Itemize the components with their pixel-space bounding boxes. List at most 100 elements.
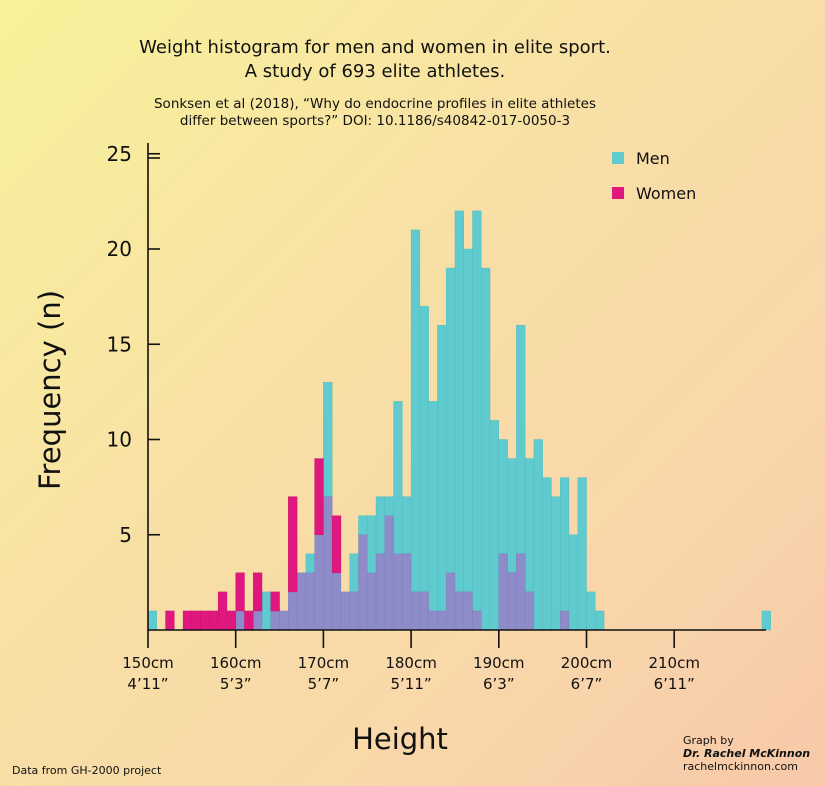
men-bar — [507, 458, 517, 574]
chart-title-line2: A study of 693 elite athletes. — [244, 61, 506, 82]
overlap-bar — [270, 610, 280, 631]
men-bar — [305, 553, 315, 574]
women-bar — [244, 610, 254, 631]
chart-subtitle-line1: Sonksen et al (2018), “Why do endocrine … — [153, 96, 596, 112]
women-bar — [314, 458, 324, 535]
men-bar — [375, 496, 385, 554]
x-tick-label: 150cm — [122, 654, 174, 672]
men-bar — [472, 210, 482, 612]
men-bar — [261, 591, 271, 631]
legend: Men Women — [612, 149, 696, 203]
overlap-bar — [340, 591, 350, 631]
women-bars — [165, 458, 342, 631]
men-bar — [419, 305, 429, 593]
men-bar — [358, 515, 368, 535]
women-bar — [253, 572, 263, 612]
x-tick-label-imperial: 6’3” — [483, 675, 515, 693]
overlap-bar — [288, 591, 298, 631]
overlap-bar — [402, 553, 412, 631]
men-bar — [489, 420, 499, 631]
men-bar — [568, 534, 578, 631]
men-bar — [410, 229, 421, 593]
men-bar — [761, 610, 771, 631]
overlap-bar — [428, 610, 438, 631]
men-bars — [147, 210, 771, 631]
x-tick-label: 190cm — [473, 654, 525, 672]
men-bar — [402, 496, 412, 554]
legend-label-women: Women — [636, 184, 696, 203]
x-tick-label: 170cm — [298, 654, 350, 672]
women-bar — [288, 496, 298, 593]
men-bar — [463, 248, 473, 593]
men-bar — [367, 515, 377, 574]
men-bar — [595, 610, 605, 631]
legend-swatch-men — [612, 152, 624, 164]
men-bar — [323, 382, 333, 497]
overlap-bar — [253, 610, 263, 631]
overlap-bar — [384, 515, 394, 631]
chart-title-line1: Weight histogram for men and women in el… — [139, 37, 611, 58]
men-bar — [498, 439, 508, 555]
overlap-bar — [367, 572, 377, 631]
x-axis-label: Height — [352, 722, 448, 756]
overlap-bar — [454, 591, 464, 631]
men-bar — [445, 267, 456, 574]
x-tick-label-imperial: 5’7” — [308, 675, 340, 693]
overlap-bar — [410, 591, 421, 631]
data-source-note: Data from GH-2000 project — [12, 764, 162, 777]
overlap-bar — [305, 572, 315, 631]
men-bar — [516, 325, 526, 555]
credit-line: Graph by — [683, 734, 734, 747]
overlap-bar — [375, 553, 385, 631]
x-tick-label: 210cm — [648, 654, 700, 672]
x-tick-label-imperial: 5’11” — [391, 675, 432, 693]
men-bar — [454, 210, 464, 593]
men-bar — [524, 458, 535, 593]
credit-block: Graph by Dr. Rachel McKinnon rachelmckin… — [683, 734, 810, 773]
y-axis-label: Frequency (n) — [33, 289, 67, 491]
chart-subtitle: Sonksen et al (2018), “Why do endocrine … — [80, 96, 670, 130]
women-bar — [331, 515, 342, 574]
men-bar — [437, 325, 447, 612]
women-bar — [226, 610, 236, 631]
legend-label-men: Men — [636, 149, 670, 168]
women-bar — [235, 572, 245, 612]
women-bar — [182, 610, 193, 631]
overlap-bar — [507, 572, 517, 631]
overlap-bar — [559, 610, 570, 631]
overlap-bar — [349, 591, 359, 631]
y-tick-label: 25 — [107, 142, 132, 166]
men-bar — [533, 439, 543, 631]
overlap-bar — [314, 534, 324, 631]
men-bar — [428, 401, 438, 612]
men-bar — [393, 401, 403, 554]
overlap-bar — [358, 534, 368, 631]
overlap-bar — [472, 610, 482, 631]
legend-swatch-women — [612, 187, 624, 199]
women-bar — [165, 610, 175, 631]
x-tick-label: 160cm — [210, 654, 262, 672]
y-tick-label: 20 — [107, 237, 132, 261]
overlap-bar — [393, 553, 403, 631]
women-bar — [191, 610, 201, 631]
men-bar — [559, 477, 570, 612]
x-tick-label-imperial: 4’11” — [127, 675, 168, 693]
chart-subtitle-line2: differ between sports?” DOI: 10.1186/s40… — [179, 113, 571, 129]
y-tick-label: 5 — [119, 523, 132, 547]
overlap-bar — [524, 591, 535, 631]
x-tick-label-imperial: 5’3” — [220, 675, 252, 693]
women-bar — [209, 610, 219, 631]
men-bar — [349, 553, 359, 593]
men-bar — [147, 610, 157, 631]
men-bar — [384, 496, 394, 516]
credit-author: Dr. Rachel McKinnon — [683, 747, 811, 760]
y-tick-label: 15 — [107, 332, 132, 356]
overlap-bar — [323, 496, 333, 631]
x-tick-label: 200cm — [561, 654, 613, 672]
men-bar — [542, 477, 552, 631]
y-tick-label: 10 — [107, 428, 132, 452]
overlap-bar — [279, 610, 289, 631]
overlap-bar — [498, 553, 508, 631]
overlap-bar — [331, 572, 342, 631]
